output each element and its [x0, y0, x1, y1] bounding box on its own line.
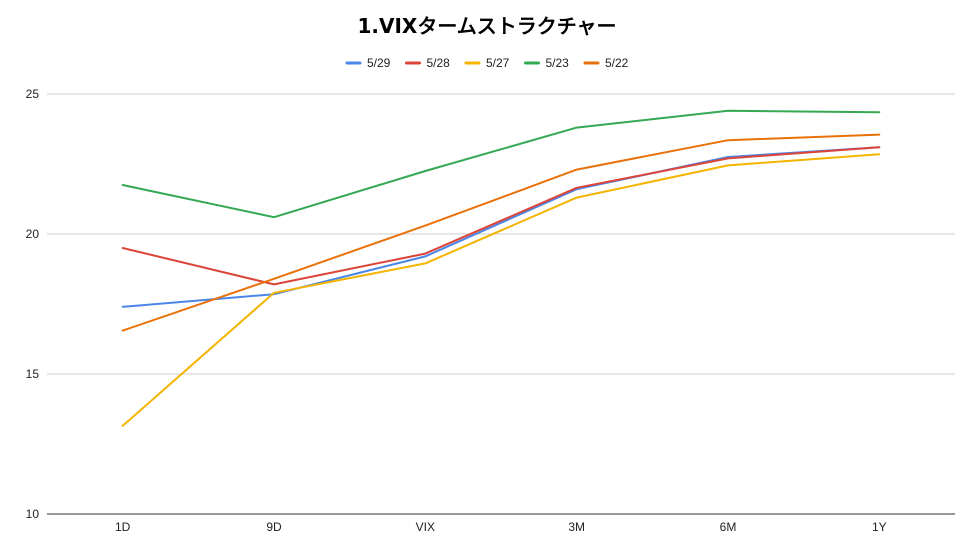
legend-label: 5/29 — [367, 56, 391, 70]
x-tick-label: 6M — [720, 520, 737, 534]
legend-label: 5/22 — [605, 56, 629, 70]
x-tick-label: VIX — [416, 520, 435, 534]
y-tick-label: 20 — [26, 227, 40, 241]
y-tick-label: 15 — [26, 367, 40, 381]
y-tick-label: 25 — [26, 87, 40, 101]
legend: 5/29 5/28 5/27 5/23 5/22 — [345, 56, 629, 70]
x-tick-label: 3M — [568, 520, 585, 534]
series-line-5-23 — [121, 109, 881, 219]
x-tick-label: 1D — [115, 520, 131, 534]
legend-item-5-23[interactable]: 5/23 — [524, 56, 570, 70]
series-line-5-28 — [121, 146, 881, 286]
legend-label: 5/28 — [427, 56, 451, 70]
series-line-5-27 — [121, 153, 881, 427]
legend-item-5-27[interactable]: 5/27 — [464, 56, 510, 70]
x-axis: 1D 9D VIX 3M 6M 1Y — [47, 513, 955, 534]
y-tick-label: 10 — [26, 507, 40, 521]
grid-layer: 10 15 20 25 — [26, 87, 955, 521]
chart-title: 1.VIXタームストラクチャー — [357, 14, 616, 38]
legend-label: 5/23 — [546, 56, 570, 70]
series-line-5-22 — [121, 133, 881, 332]
x-tick-label: 9D — [266, 520, 282, 534]
legend-item-5-28[interactable]: 5/28 — [405, 56, 451, 70]
series-layer — [121, 109, 881, 427]
series-line-5-29 — [121, 146, 881, 308]
x-tick-label: 1Y — [872, 520, 887, 534]
legend-label: 5/27 — [486, 56, 510, 70]
legend-item-5-29[interactable]: 5/29 — [345, 56, 391, 70]
legend-item-5-22[interactable]: 5/22 — [583, 56, 629, 70]
